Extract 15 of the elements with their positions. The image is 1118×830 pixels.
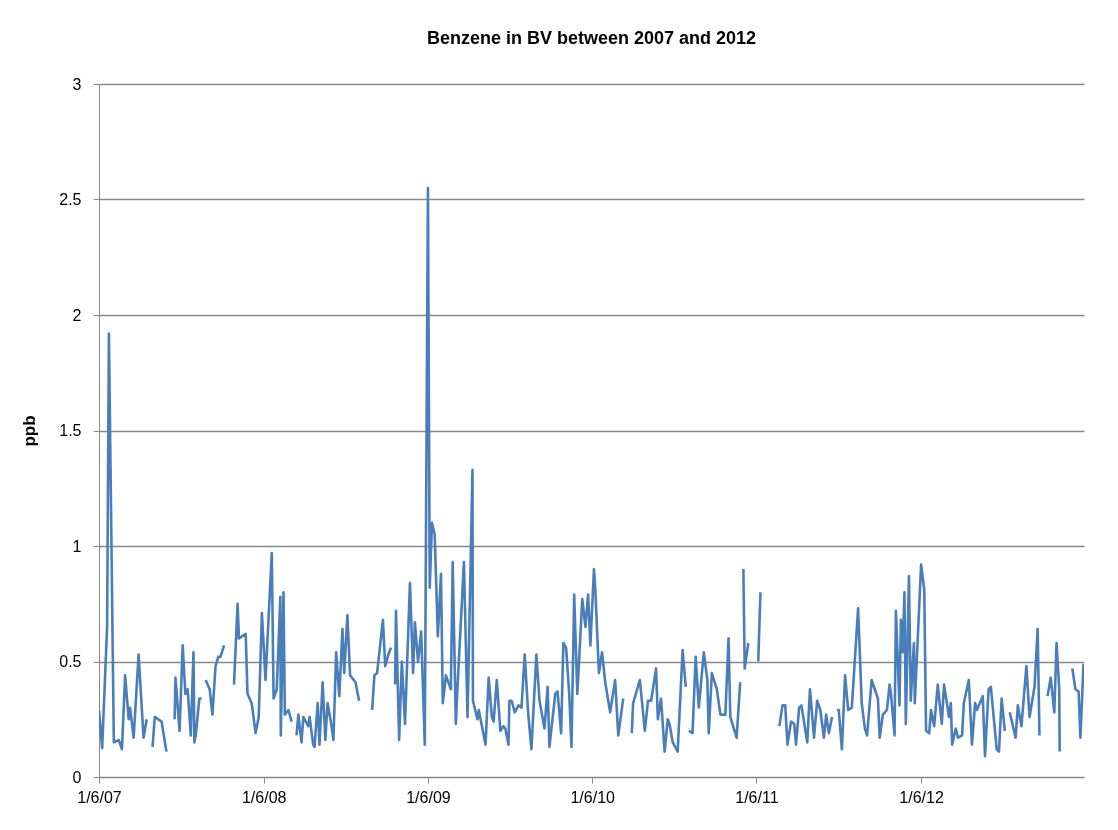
y-tick-label: 0 [72, 768, 82, 786]
y-axis-title: ppb [20, 415, 40, 447]
x-tick-label: 1/6/08 [241, 788, 287, 806]
x-tick-label: 1/6/11 [735, 788, 779, 806]
x-tick-label: 1/6/12 [899, 788, 944, 806]
x-tick-label: 1/6/07 [77, 788, 122, 806]
y-tick-label: 3 [72, 75, 82, 93]
y-tick-label: 2.5 [59, 191, 82, 208]
y-tick-label: 0.5 [59, 653, 82, 670]
x-tick-label: 1/6/10 [570, 788, 616, 806]
chart-title: Benzene in BV between 2007 and 2012 [426, 28, 757, 48]
y-tick-label: 1.5 [59, 422, 82, 439]
x-tick-label: 1/6/09 [406, 788, 451, 806]
y-tick-label: 2 [72, 306, 82, 324]
y-tick-label: 1 [72, 537, 82, 555]
